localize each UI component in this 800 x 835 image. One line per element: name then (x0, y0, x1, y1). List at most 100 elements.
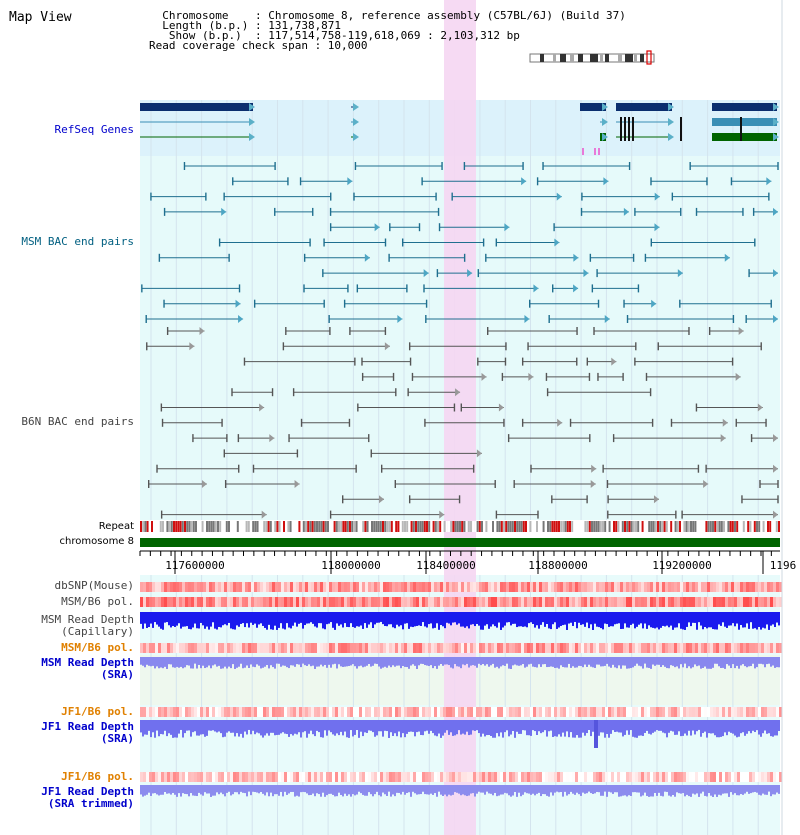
jf1-depth-trimmed-label[interactable]: JF1 Read Depth (SRA trimmed) (41, 785, 134, 810)
msm-bac-arrow (651, 299, 657, 308)
jf1-b6-pol2-label[interactable]: JF1/B6 pol. (61, 770, 134, 783)
jf1-b6-pol2-cell (581, 772, 584, 782)
jf1-b6-pol2-cell (254, 772, 257, 782)
msm-depth-cap-bar (648, 612, 650, 626)
msm-b6-pol-cell (365, 597, 368, 607)
msm-b6-pol2-cell (701, 643, 704, 653)
jf1-b6-pol-cell (410, 707, 413, 717)
dbsnp-cell (704, 582, 707, 592)
jf1-b6-pol-cell (647, 707, 650, 717)
b6n-bac-label[interactable]: B6N BAC end pairs (21, 415, 134, 428)
jf1-b6-pol-cell (416, 707, 419, 717)
repeat-bar (665, 521, 668, 532)
dbsnp-cell (284, 582, 287, 592)
msm-bac-label[interactable]: MSM BAC end pairs (21, 235, 134, 248)
refseq-genes-label[interactable]: RefSeq Genes (54, 123, 134, 136)
msm-b6-pol2-cell (380, 643, 383, 653)
repeat-bar (261, 521, 263, 532)
msm-b6-pol-cell (173, 597, 176, 607)
msm-depth-cap-bar (536, 612, 538, 626)
repeat-bar (621, 521, 624, 532)
msm-b6-pol-cell (731, 597, 734, 607)
repeat-bar (247, 521, 250, 532)
msm-b6-pol-cell (320, 597, 323, 607)
jf1-depth-trim-bar (270, 785, 272, 793)
jf1-depth-sra-bar (772, 720, 774, 737)
msm-b6-pol-cell (488, 597, 491, 607)
msm-depth-cap-bar (622, 612, 624, 629)
jf1-depth-trim-bar (432, 785, 434, 795)
repeat-bar (531, 521, 534, 532)
jf1-depth-trim-bar (598, 785, 600, 793)
repeat-bar (346, 521, 349, 532)
repeat-bar (714, 521, 717, 532)
dbsnp-cell (185, 582, 188, 592)
jf1-b6-pol2-cell (626, 772, 629, 782)
msm-bac-arrow (467, 269, 473, 278)
jf1-depth-sra-bar (622, 720, 624, 737)
msm-b6-pol-cell (566, 597, 569, 607)
msm-depth-sra-bar (386, 657, 388, 668)
jf1-depth-sra-label[interactable]: JF1 Read Depth (SRA) (41, 720, 134, 745)
msm-depth-capillary-label[interactable]: MSM Read Depth (Capillary) (41, 613, 134, 638)
jf1-b6-pol-cell (236, 707, 239, 717)
repeat-bar (415, 521, 417, 532)
repeat-bar (518, 521, 521, 532)
jf1-depth-trim-bar (180, 785, 182, 797)
msm-depth-sra-label[interactable]: MSM Read Depth (SRA) (41, 656, 134, 681)
msm-bac-arrow (554, 238, 560, 247)
jf1-b6-pol2-cell (695, 772, 698, 782)
msm-b6-pol-cell (257, 597, 260, 607)
ideogram-band (553, 54, 556, 62)
refseq-gene-arrow (602, 118, 608, 126)
repeat-bar (465, 521, 468, 532)
msm-b6-pol2-cell (488, 643, 491, 653)
jf1-b6-pol-cell (161, 707, 164, 717)
msm-depth-sra-bar (182, 657, 184, 669)
jf1-depth-trim-bar (676, 785, 678, 793)
dbsnp-cell (296, 582, 299, 592)
dbsnp-label[interactable]: dbSNP(Mouse) (54, 579, 134, 592)
repeat-bar (368, 521, 371, 532)
msm-depth-cap-bar (552, 612, 554, 625)
jf1-depth-sra-bar (326, 720, 328, 736)
jf1-depth-trim-bar (716, 785, 718, 797)
msm-depth-cap-bar (368, 612, 370, 625)
msm-depth-cap-bar (496, 612, 498, 628)
jf1-depth-sra-bar (168, 720, 170, 734)
repeat-bar (584, 521, 587, 532)
msm-depth-sra-bar (592, 657, 594, 668)
jf1-b6-pol-label[interactable]: JF1/B6 pol. (61, 705, 134, 718)
repeat-bar (529, 521, 532, 532)
jf1-depth-trim-bar (668, 785, 670, 796)
msm-b6-pol-label[interactable]: MSM/B6 pol. (61, 595, 134, 608)
msm-depth-cap-bar (232, 612, 234, 630)
msm-b6-pol-cell (308, 597, 311, 607)
msm-depth-cap-bar (656, 612, 658, 628)
msm-b6-pol2-label[interactable]: MSM/B6 pol. (61, 641, 134, 654)
msm-depth-sra-bar (714, 657, 716, 664)
ideogram-band (618, 54, 622, 62)
jf1-b6-pol-cell (710, 707, 713, 717)
msm-depth-cap-bar (184, 612, 186, 627)
msm-b6-pol2-cell (575, 643, 578, 653)
jf1-depth-sra-bar (402, 720, 404, 734)
jf1-depth-trim-bar (192, 785, 194, 796)
repeat-bar (566, 521, 569, 532)
msm-depth-cap-bar (140, 612, 142, 624)
msm-depth-sra-bar (490, 657, 492, 666)
jf1-depth-trim-bar (350, 785, 352, 797)
jf1-b6-pol2-cell (200, 772, 203, 782)
jf1-depth-trim-bar (272, 785, 274, 797)
jf1-b6-pol-cell (362, 707, 365, 717)
jf1-b6-pol2-cell (461, 772, 464, 782)
msm-depth-cap-bar (212, 612, 214, 623)
msm-b6-pol2-cell (413, 643, 416, 653)
repeat-bar (454, 521, 457, 532)
msm-depth-cap-bar (682, 612, 684, 630)
jf1-b6-pol2-cell (743, 772, 746, 782)
jf1-depth-trim-bar (672, 785, 674, 796)
msm-depth-cap-bar (204, 612, 206, 629)
jf1-b6-pol-cell (533, 707, 536, 717)
